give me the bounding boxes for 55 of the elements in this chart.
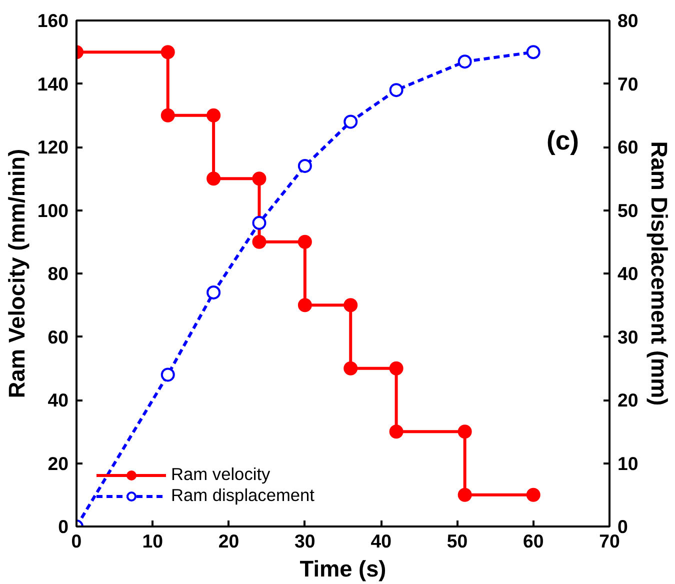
- y-axis-title: Ram Velocity (mm/min): [3, 148, 30, 398]
- point: [252, 172, 266, 186]
- point: [252, 234, 266, 249]
- point: [389, 361, 404, 376]
- x-tick-label: 60: [522, 530, 544, 552]
- y2-tick-label: 30: [618, 326, 638, 348]
- x-tick-label: 40: [370, 530, 392, 552]
- point: [298, 298, 312, 312]
- point: [252, 216, 266, 230]
- y-tick-label: 140: [37, 73, 69, 94]
- y2-tick-label: 70: [618, 73, 638, 94]
- x-axis-title: Time (s): [300, 556, 386, 582]
- point: [458, 488, 472, 502]
- point: [160, 108, 175, 122]
- x-tick-label: 30: [294, 530, 316, 552]
- y-tick-label: 40: [48, 390, 69, 410]
- annotation: (c): [546, 126, 580, 156]
- point: [344, 361, 358, 376]
- x-tick-label: 20: [218, 530, 240, 552]
- point: [458, 54, 472, 69]
- point: [160, 45, 175, 60]
- point: [526, 45, 540, 60]
- x-tick-label: 50: [446, 530, 468, 552]
- y-tick-label: 80: [48, 263, 69, 284]
- y2-tick-label: 60: [618, 136, 638, 158]
- point: [298, 158, 312, 173]
- x-tick-label: 70: [599, 530, 620, 552]
- point: [458, 424, 472, 439]
- y2-tick-label: 0: [618, 516, 628, 537]
- y2-tick-label: 10: [618, 452, 638, 474]
- point: [389, 83, 404, 98]
- point: [344, 298, 358, 312]
- y-tick-label: 20: [48, 452, 69, 474]
- point: [344, 114, 358, 129]
- point: [206, 285, 221, 300]
- y-tick-label: 160: [37, 10, 69, 31]
- y2-tick-label: 40: [618, 263, 638, 284]
- y2-axis-title: Ram Displacement (mm): [646, 141, 672, 406]
- point: [298, 234, 312, 249]
- point: [389, 424, 404, 439]
- y-tick-label: 100: [37, 200, 69, 221]
- y-tick-label: 120: [37, 136, 69, 158]
- y-tick-label: 60: [48, 326, 69, 348]
- legend-label: Ram displacement: [171, 485, 314, 506]
- point: [160, 368, 175, 382]
- point: [206, 172, 221, 186]
- x-tick-label: 10: [142, 530, 164, 552]
- point: [526, 488, 540, 502]
- y2-tick-label: 50: [618, 200, 638, 221]
- x-tick-label: 0: [71, 530, 82, 552]
- y-tick-label: 0: [58, 516, 69, 537]
- legend-label: Ram velocity: [171, 464, 270, 485]
- y2-tick-label: 80: [618, 10, 638, 31]
- point: [206, 108, 221, 122]
- y2-tick-label: 20: [618, 390, 638, 410]
